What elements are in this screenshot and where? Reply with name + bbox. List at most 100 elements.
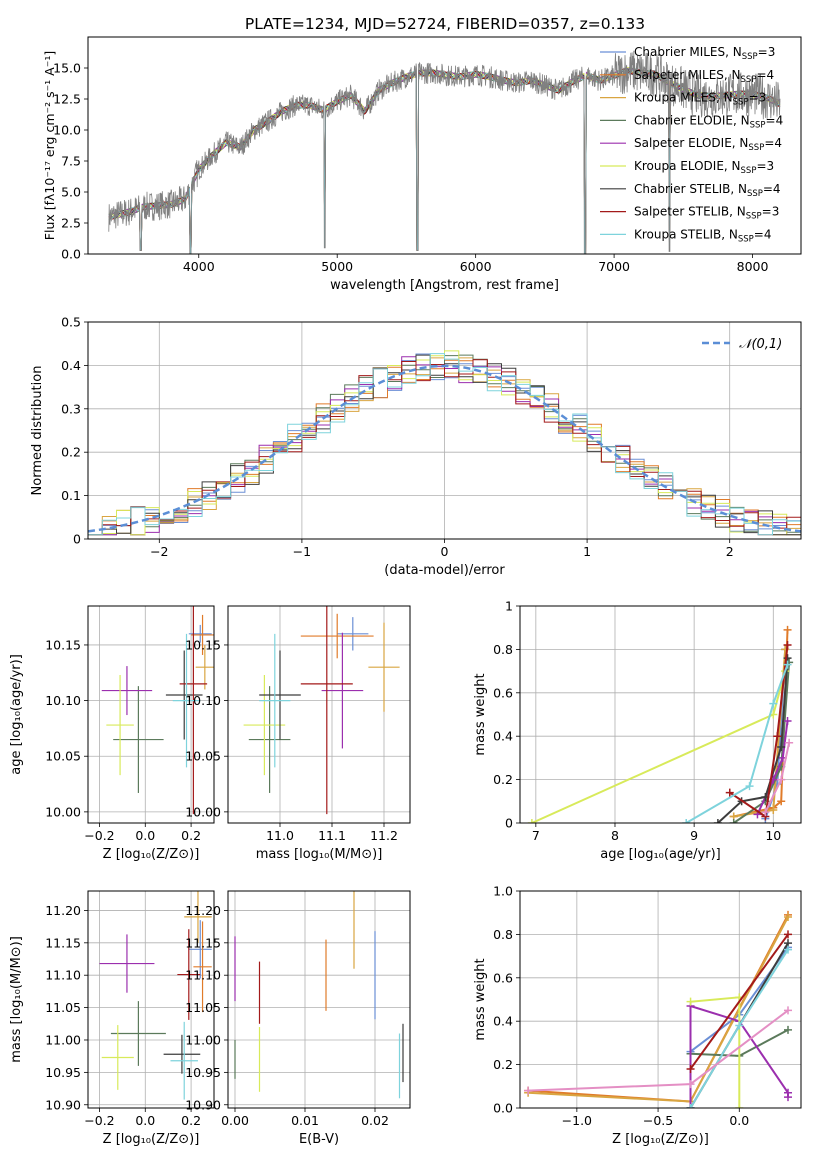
legend-label: Kroupa STELIB, NSSP=4 bbox=[634, 227, 772, 244]
x-tick-label: 8 bbox=[611, 828, 619, 843]
x-axis-label: E(B-V) bbox=[299, 1132, 339, 1147]
plot-area bbox=[243, 606, 400, 815]
x-tick-label: 0.2 bbox=[181, 828, 201, 843]
errorbar-point bbox=[191, 614, 214, 655]
x-tick-label: 11.1 bbox=[318, 828, 346, 843]
y-tick-label: 7.5 bbox=[61, 154, 81, 169]
weight-marker bbox=[735, 1104, 744, 1108]
y-tick-label: 11.00 bbox=[45, 1032, 81, 1047]
x-axis-label: Z [log₁₀(Z/Z⊙)] bbox=[612, 1132, 709, 1147]
panel-spectrum: 4000 5000 6000 7000 8000 0.0 2.5 5.0 7.5 10.0 12.5… bbox=[42, 36, 802, 293]
y-tick-label: 0.4 bbox=[61, 358, 81, 373]
panel-massweight_vs_Z: −1.0 −0.5 0.0 0.0 0.2 0.4 0.6 0.8 1.0 Z [log₁₀(Z/… bbox=[473, 884, 802, 1147]
errorbar-point bbox=[113, 686, 164, 793]
y-tick-label: 12.5 bbox=[53, 92, 81, 107]
errorbar-point bbox=[259, 650, 301, 740]
errorbar-point bbox=[300, 613, 374, 659]
y-tick-label: 5.0 bbox=[61, 185, 81, 200]
errorbar-point bbox=[99, 934, 155, 993]
legend-label: Salpeter STELIB, NSSP=3 bbox=[634, 205, 779, 222]
x-tick-label: −0.2 bbox=[84, 1113, 114, 1128]
x-axis-label: Z [log₁₀(Z/Z⊙)] bbox=[103, 847, 200, 862]
weight-marker bbox=[784, 1093, 793, 1102]
y-tick-label: 10.10 bbox=[185, 693, 221, 708]
panel-residual_hist: −2 −1 0 1 2 0 0.1 0.2 0.3 0.4 0.5 𝒩(0,1) (data-model… bbox=[30, 315, 802, 578]
y-tick-label: 10.90 bbox=[185, 1097, 221, 1112]
plot-area bbox=[527, 625, 794, 823]
errorbar-point bbox=[110, 1001, 166, 1066]
weight-marker bbox=[783, 625, 792, 634]
x-tick-label: 0.2 bbox=[181, 1113, 201, 1128]
x-tick-label: 0.02 bbox=[361, 1113, 389, 1128]
y-tick-label: 11.20 bbox=[185, 903, 221, 918]
errorbar-point bbox=[243, 674, 286, 776]
errorbar-point bbox=[195, 644, 214, 690]
weight-marker bbox=[769, 805, 778, 814]
weight-marker bbox=[784, 913, 793, 922]
x-tick-label: 10 bbox=[765, 828, 781, 843]
errorbar-point bbox=[172, 633, 201, 768]
errorbar-point bbox=[184, 891, 212, 943]
errorbar-point bbox=[300, 606, 353, 815]
weight-marker bbox=[527, 819, 536, 823]
legend-label: Salpeter ELODIE, NSSP=4 bbox=[634, 136, 782, 153]
y-tick-label: 0.5 bbox=[61, 315, 81, 330]
axes-frame bbox=[87, 321, 802, 540]
weight-marker bbox=[686, 1064, 695, 1073]
weight-marker bbox=[729, 819, 738, 823]
y-axis-label: mass weight bbox=[473, 958, 488, 1040]
y-tick-label: 0.0 bbox=[61, 247, 81, 262]
legend-label: 𝒩(0,1) bbox=[739, 337, 782, 352]
axes-frame bbox=[519, 890, 802, 1109]
errorbar-point bbox=[165, 650, 203, 740]
weight-marker bbox=[745, 782, 754, 791]
y-tick-label: 10.05 bbox=[185, 749, 221, 764]
x-tick-label: 0.0 bbox=[729, 1113, 749, 1128]
y-tick-label: 0.0 bbox=[493, 1101, 513, 1116]
axes-frame bbox=[87, 890, 215, 1109]
y-tick-label: 10.90 bbox=[45, 1097, 81, 1112]
weight-line bbox=[689, 933, 789, 1070]
errorbar-point bbox=[179, 606, 208, 815]
weight-marker bbox=[686, 997, 695, 1006]
x-tick-label: 8000 bbox=[737, 259, 769, 274]
panel-mass_vs_EBV: 0.00 0.01 0.02 10.90 10.95 11.00 11.05 11.10 11.… bbox=[185, 890, 411, 1147]
legend-label: Salpeter MILES, NSSP=4 bbox=[634, 68, 774, 85]
y-tick-label: 10.95 bbox=[185, 1065, 221, 1080]
plot-area bbox=[108, 50, 781, 254]
y-axis-label: age [log₁₀(age/yr)] bbox=[9, 654, 24, 775]
y-tick-label: 11.10 bbox=[45, 968, 81, 983]
y-tick-label: 2.5 bbox=[61, 216, 81, 231]
legend-label: Chabrier MILES, NSSP=3 bbox=[634, 45, 775, 62]
y-tick-label: 10.10 bbox=[45, 693, 81, 708]
x-tick-label: 4000 bbox=[183, 259, 215, 274]
y-tick-label: 11.15 bbox=[185, 935, 221, 950]
y-tick-label: 0.8 bbox=[493, 642, 513, 657]
legend-label: Chabrier ELODIE, NSSP=4 bbox=[634, 113, 783, 130]
x-tick-label: 2 bbox=[726, 544, 734, 559]
x-tick-label: 9 bbox=[690, 828, 698, 843]
y-axis-label: mass weight bbox=[473, 673, 488, 755]
weight-marker bbox=[784, 1025, 793, 1034]
x-tick-label: 0.01 bbox=[291, 1113, 319, 1128]
weight-marker bbox=[682, 819, 691, 823]
plot-area bbox=[524, 910, 793, 1108]
weight-marker bbox=[773, 732, 782, 741]
y-tick-label: 10.15 bbox=[185, 637, 221, 652]
x-axis-label: age [log₁₀(age/yr)] bbox=[600, 847, 721, 862]
y-tick-label: 11.05 bbox=[185, 1000, 221, 1015]
plot-area bbox=[99, 891, 212, 1100]
figure-title: PLATE=1234, MJD=52724, FIBERID=0357, z=0… bbox=[245, 15, 645, 33]
errorbar-point bbox=[101, 666, 153, 716]
weight-marker bbox=[783, 660, 792, 669]
weight-marker bbox=[686, 1104, 695, 1108]
y-tick-label: 1 bbox=[505, 599, 513, 614]
axes-frame bbox=[519, 605, 802, 824]
x-tick-label: 7000 bbox=[598, 259, 630, 274]
x-tick-label: 11.2 bbox=[370, 828, 398, 843]
x-tick-label: 0.0 bbox=[135, 1113, 155, 1128]
weight-line bbox=[733, 662, 791, 823]
y-tick-label: 0.6 bbox=[493, 970, 513, 985]
plot-area bbox=[234, 891, 404, 1099]
